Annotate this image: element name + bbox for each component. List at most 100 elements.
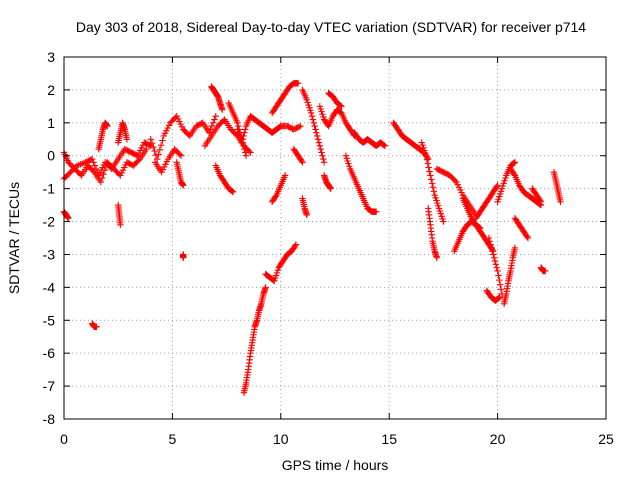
data-point (312, 126, 319, 133)
data-point (241, 145, 248, 153)
data-point (235, 122, 242, 130)
data-point (496, 276, 503, 284)
data-point (150, 143, 157, 151)
x-axis-label: GPS time / hours (282, 457, 389, 473)
y-tick-label: 1 (47, 115, 55, 131)
series-segment (320, 172, 334, 192)
series-segment (268, 80, 302, 117)
data-point (497, 286, 505, 293)
data-point (493, 183, 500, 190)
y-tick-label: -1 (43, 181, 56, 197)
data-point (91, 162, 98, 169)
data-point (491, 257, 499, 265)
x-tick-label: 5 (169, 431, 177, 447)
y-tick-labels: -8 -7 -6 -5 -4 -3 -2 -1 0 1 2 3 (43, 49, 56, 427)
data-point (229, 188, 236, 195)
data-point (308, 113, 316, 120)
data-point (493, 264, 500, 271)
data-point (314, 136, 322, 143)
series-segment (537, 264, 549, 275)
data-point (490, 254, 498, 261)
data-point (157, 141, 165, 149)
series-segment (529, 185, 545, 205)
data-point (338, 103, 345, 110)
data-point (327, 185, 334, 192)
series-segment (494, 159, 519, 205)
series-segment (60, 145, 150, 186)
data-point (159, 137, 166, 144)
data-point (542, 267, 549, 275)
data-point (292, 241, 300, 248)
x-tick-labels: 0 5 10 15 20 25 (60, 431, 614, 447)
y-tick-label: -6 (43, 345, 56, 361)
data-point (494, 182, 501, 189)
series-segment (299, 86, 328, 166)
data-series (60, 80, 564, 396)
data-point (381, 142, 389, 150)
data-point (295, 123, 303, 130)
series-segment (147, 113, 219, 163)
data-point (425, 164, 432, 171)
series-segment (115, 119, 131, 146)
y-tick-label: -7 (43, 378, 56, 394)
series-segment (212, 162, 237, 196)
data-point (219, 106, 226, 113)
y-axis-label: SDTVAR / TECUs (6, 182, 22, 294)
series-segment (173, 159, 187, 189)
x-tick-label: 25 (598, 431, 614, 447)
series-segment (208, 83, 226, 113)
data-point (135, 157, 142, 164)
chart-title: Day 303 of 2018, Sidereal Day-to-day VTE… (76, 19, 586, 35)
data-point (320, 155, 327, 163)
data-point (155, 151, 162, 158)
data-point (320, 159, 328, 166)
series-segment (433, 165, 480, 219)
data-point (294, 80, 302, 87)
data-point (98, 174, 106, 182)
data-point (337, 102, 344, 109)
data-point (104, 122, 111, 130)
series-segment (550, 168, 564, 205)
data-point (426, 168, 433, 175)
data-point (154, 155, 161, 163)
data-point (239, 136, 246, 143)
data-point (317, 145, 324, 153)
data-point (430, 188, 438, 195)
y-tick-label: 2 (47, 82, 55, 98)
data-point (242, 149, 249, 156)
data-point (492, 261, 500, 268)
series-segment (351, 129, 389, 150)
y-tick-label: -4 (43, 279, 56, 295)
series-segment (451, 218, 484, 255)
data-point (316, 142, 324, 150)
data-point (208, 122, 216, 130)
series-segment (95, 119, 111, 153)
data-point (372, 208, 380, 215)
data-point (177, 152, 185, 159)
series-segment (485, 234, 506, 298)
data-point (490, 251, 497, 258)
data-point (245, 147, 253, 155)
data-point (242, 152, 250, 159)
series-segment (511, 215, 532, 242)
data-point (101, 167, 108, 174)
data-point (143, 145, 150, 153)
data-point (485, 234, 493, 242)
data-point (510, 159, 518, 167)
series-segment (299, 195, 311, 219)
data-point (242, 126, 249, 133)
data-point (240, 132, 247, 140)
data-point (313, 129, 320, 136)
y-tick-label: -8 (43, 411, 56, 427)
data-point (496, 294, 503, 301)
data-point (299, 159, 306, 166)
data-point (495, 294, 503, 302)
axis-ticks (63, 56, 607, 420)
data-point (319, 152, 326, 159)
data-point (211, 116, 218, 123)
data-point (380, 141, 388, 149)
data-point (511, 159, 519, 166)
series-segment (234, 113, 304, 146)
series-segment (180, 251, 187, 261)
data-point (88, 155, 96, 163)
